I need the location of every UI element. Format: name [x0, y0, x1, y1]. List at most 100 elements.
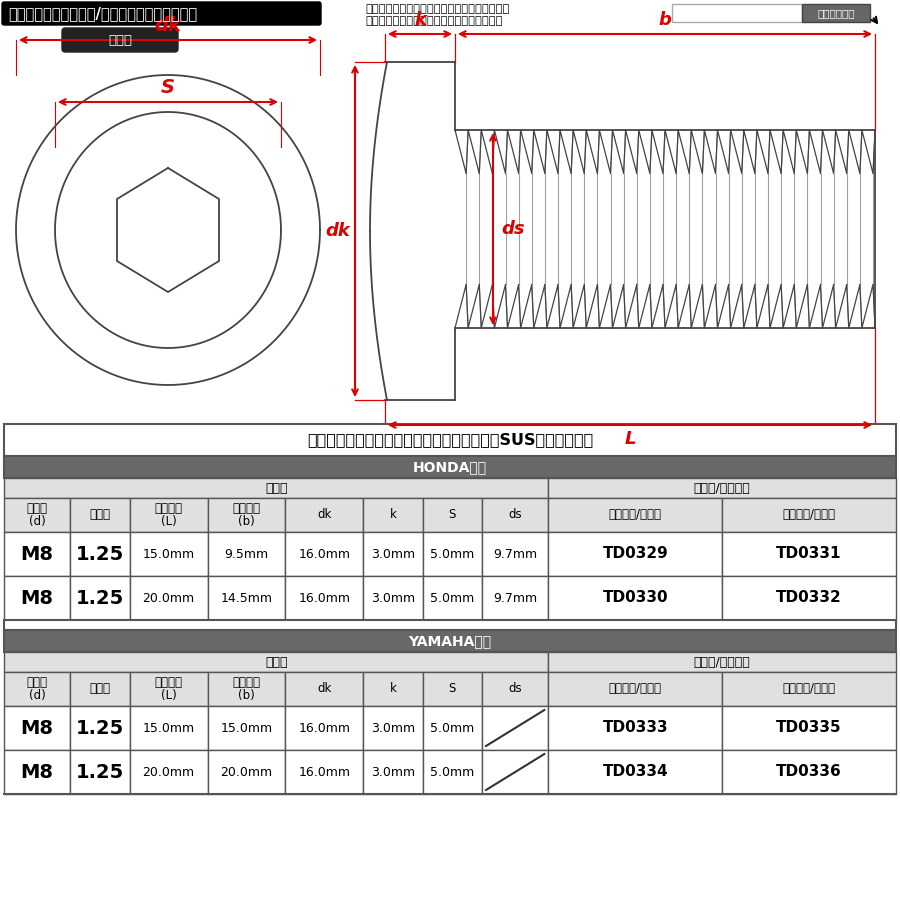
- Text: 14.5mm: 14.5mm: [220, 591, 273, 605]
- Text: ピッチ: ピッチ: [90, 682, 111, 696]
- Text: (d): (d): [29, 688, 46, 701]
- Bar: [4, 576, 70, 620]
- Bar: [722, 532, 896, 576]
- Bar: [363, 532, 423, 576]
- Text: 3.0mm: 3.0mm: [371, 547, 415, 561]
- Bar: [70, 532, 130, 576]
- Bar: [548, 706, 722, 750]
- Bar: [4, 630, 896, 652]
- Bar: [130, 750, 208, 794]
- Bar: [423, 672, 482, 706]
- Text: ネジ長さ: ネジ長さ: [232, 677, 260, 689]
- Text: 9.5mm: 9.5mm: [224, 547, 268, 561]
- Text: 9.7mm: 9.7mm: [493, 547, 537, 561]
- Text: シルバー/ブルー: シルバー/ブルー: [608, 682, 662, 696]
- Bar: [208, 498, 285, 532]
- Bar: [423, 750, 482, 794]
- Text: 呼び径: 呼び径: [27, 677, 48, 689]
- Text: TD0334: TD0334: [602, 764, 668, 779]
- Bar: [285, 672, 363, 706]
- Bar: [130, 532, 208, 576]
- Text: k: k: [414, 11, 426, 29]
- Bar: [70, 498, 130, 532]
- Text: 16.0mm: 16.0mm: [298, 591, 350, 605]
- Text: サイズ: サイズ: [265, 655, 287, 669]
- Text: TD0330: TD0330: [602, 590, 668, 606]
- Bar: [482, 672, 548, 706]
- Text: 1.25: 1.25: [76, 718, 124, 737]
- Text: dk: dk: [325, 222, 350, 240]
- Bar: [482, 750, 548, 794]
- Bar: [722, 576, 896, 620]
- Text: ストア内検索: ストア内検索: [817, 8, 855, 18]
- Text: b: b: [659, 11, 671, 29]
- Bar: [130, 706, 208, 750]
- Bar: [548, 750, 722, 794]
- Text: ディスクローターボルト【ホールヘッド】（SUSステンレス）: ディスクローターボルト【ホールヘッド】（SUSステンレス）: [307, 433, 593, 447]
- Bar: [4, 706, 70, 750]
- Text: dk: dk: [317, 682, 331, 696]
- Text: S: S: [448, 682, 456, 696]
- Bar: [285, 576, 363, 620]
- Text: カラー/当店品番: カラー/当店品番: [694, 482, 751, 494]
- Text: ラインアップ（カラー/サイズ品番一覧表共通）: ラインアップ（カラー/サイズ品番一覧表共通）: [8, 6, 197, 21]
- Text: 呼び径: 呼び径: [27, 502, 48, 516]
- Text: (b): (b): [238, 515, 255, 527]
- Text: dk: dk: [317, 508, 331, 521]
- Text: dk: dk: [155, 16, 182, 35]
- Text: お探しの商品に素早くアクセスが出来ます。: お探しの商品に素早くアクセスが出来ます。: [365, 16, 502, 26]
- Text: HONDA車用: HONDA車用: [413, 460, 487, 474]
- Text: 1.25: 1.25: [76, 589, 124, 608]
- Bar: [4, 498, 70, 532]
- Bar: [130, 672, 208, 706]
- Text: 15.0mm: 15.0mm: [142, 547, 194, 561]
- Text: 5.0mm: 5.0mm: [430, 722, 474, 734]
- Text: ds: ds: [501, 220, 525, 238]
- Bar: [208, 750, 285, 794]
- Text: k: k: [390, 682, 396, 696]
- Bar: [548, 576, 722, 620]
- Bar: [548, 672, 722, 706]
- Text: 16.0mm: 16.0mm: [298, 766, 350, 778]
- Text: 20.0mm: 20.0mm: [142, 766, 194, 778]
- Bar: [70, 672, 130, 706]
- Text: 呼び長さ: 呼び長さ: [155, 502, 183, 516]
- Bar: [4, 750, 70, 794]
- Bar: [482, 498, 548, 532]
- Text: シルバー/ブルー: シルバー/ブルー: [608, 508, 662, 521]
- Bar: [363, 672, 423, 706]
- Text: 15.0mm: 15.0mm: [220, 722, 273, 734]
- Bar: [548, 532, 722, 576]
- FancyBboxPatch shape: [2, 2, 321, 25]
- Text: ネジ長さ: ネジ長さ: [232, 502, 260, 516]
- Bar: [482, 532, 548, 576]
- Text: 3.0mm: 3.0mm: [371, 722, 415, 734]
- Text: カラー/当店品番: カラー/当店品番: [694, 655, 751, 669]
- Bar: [70, 750, 130, 794]
- Text: 六角穴: 六角穴: [108, 33, 132, 47]
- Text: (d): (d): [29, 515, 46, 527]
- Text: ds: ds: [508, 508, 522, 521]
- Text: (L): (L): [161, 515, 176, 527]
- Bar: [4, 532, 70, 576]
- Text: 15.0mm: 15.0mm: [142, 722, 194, 734]
- Text: L: L: [625, 430, 635, 448]
- Text: 呼び長さ: 呼び長さ: [155, 677, 183, 689]
- Text: M8: M8: [21, 762, 54, 781]
- Bar: [4, 620, 896, 630]
- Bar: [423, 498, 482, 532]
- Text: 3.0mm: 3.0mm: [371, 591, 415, 605]
- FancyBboxPatch shape: [62, 28, 178, 52]
- Text: サイズ: サイズ: [265, 482, 287, 494]
- Bar: [130, 576, 208, 620]
- Text: 16.0mm: 16.0mm: [298, 547, 350, 561]
- Bar: [208, 672, 285, 706]
- Text: 3.0mm: 3.0mm: [371, 766, 415, 778]
- Bar: [4, 456, 896, 478]
- Bar: [4, 672, 70, 706]
- Bar: [208, 706, 285, 750]
- Bar: [4, 652, 548, 672]
- Bar: [70, 706, 130, 750]
- Text: 1.25: 1.25: [76, 762, 124, 781]
- Text: ゴールド/ブルー: ゴールド/ブルー: [783, 508, 835, 521]
